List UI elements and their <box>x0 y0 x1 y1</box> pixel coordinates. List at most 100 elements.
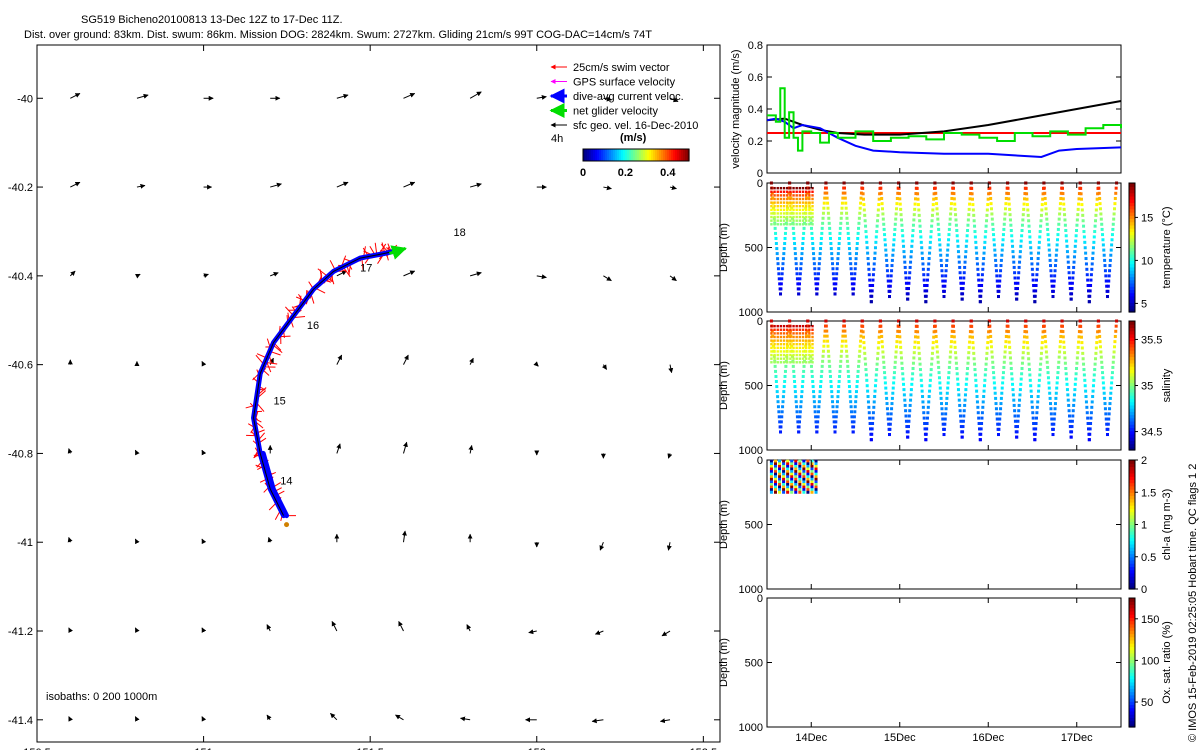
profile-point <box>992 371 996 375</box>
profile-point <box>964 250 968 254</box>
profile-point <box>808 344 812 348</box>
profile-point <box>863 357 867 361</box>
profile-point <box>1015 287 1019 291</box>
profile-point <box>811 201 814 204</box>
profile-point <box>808 212 811 215</box>
profile-point <box>1056 238 1060 242</box>
profile-point <box>846 226 850 230</box>
profile-point <box>1106 422 1110 426</box>
profile-point <box>853 272 857 276</box>
profile-point <box>1074 377 1078 381</box>
profile-point <box>843 186 847 190</box>
profile-point <box>1055 381 1059 385</box>
profile-point <box>770 191 774 195</box>
figure-title-line1: SG519 Bicheno20100813 13-Dec 12Z to 17-D… <box>81 14 343 26</box>
colorbar-cell <box>1129 192 1135 197</box>
profile-point <box>896 329 900 333</box>
profile-point <box>806 470 810 474</box>
profile-point <box>1039 219 1043 223</box>
colorbar-cell <box>1129 601 1135 606</box>
colorbar-cell <box>1129 353 1135 358</box>
profile-point <box>895 196 899 200</box>
profile-point <box>991 360 995 364</box>
profile-point <box>862 203 866 207</box>
profile-point <box>1025 341 1029 345</box>
profile-point <box>798 483 802 487</box>
profile-point <box>798 490 802 494</box>
legend-colorbar-cell <box>675 149 678 161</box>
profile-point <box>993 391 997 395</box>
profile-point <box>795 335 798 339</box>
colorbar-cell <box>1129 482 1135 487</box>
geo-velocity-vector <box>67 448 73 454</box>
profile-point <box>884 253 888 257</box>
profile-point <box>774 374 778 378</box>
profile-point <box>1088 289 1092 293</box>
profile-point <box>786 350 789 353</box>
profile-point <box>945 396 949 400</box>
profile-point <box>996 284 1000 288</box>
geo-velocity-vector <box>668 364 674 374</box>
profile-point <box>778 282 782 286</box>
profile-point <box>804 212 808 215</box>
profile-point <box>840 344 844 348</box>
profile-point <box>776 194 779 197</box>
profile-point <box>769 459 773 463</box>
profile-point <box>981 267 985 271</box>
profile-point <box>776 361 779 364</box>
profile-point <box>949 350 953 354</box>
profile-point <box>940 264 944 268</box>
profile-point <box>1027 357 1031 361</box>
profile-point <box>779 425 783 429</box>
profile-point <box>1084 257 1088 261</box>
profile-point <box>888 422 892 426</box>
profile-point <box>1027 230 1031 234</box>
profile-point <box>1061 197 1065 201</box>
profile-point <box>1002 365 1006 369</box>
profile-point <box>864 368 868 372</box>
profile-point <box>1037 384 1041 388</box>
profile-point <box>1110 381 1114 385</box>
profile-point <box>814 420 818 424</box>
profile-point <box>773 361 776 364</box>
profile-point <box>869 289 873 293</box>
geo-velocity-vector <box>469 271 482 277</box>
geo-velocity-vector <box>403 441 408 454</box>
profile-point <box>1066 255 1070 259</box>
profile-point <box>1107 279 1111 283</box>
time-xtick-label: 16Dec <box>972 732 1004 744</box>
profile-point <box>1089 283 1093 287</box>
profile-point <box>773 346 776 350</box>
profile-point <box>986 335 990 339</box>
profile-point <box>804 361 808 364</box>
profile-point <box>795 201 798 204</box>
profile-point <box>819 247 823 251</box>
colorbar-cell <box>1129 553 1135 558</box>
profile-point <box>1052 422 1056 426</box>
colorbar-cell <box>1129 375 1135 380</box>
legend-colorbar-tick-label: 0 <box>580 167 586 179</box>
legend-colorbar-cell <box>621 149 624 161</box>
profile-point <box>798 190 802 193</box>
profile-point <box>1086 278 1090 282</box>
profile-point <box>786 361 789 364</box>
profile-point <box>1058 207 1062 211</box>
profile-point <box>776 400 780 404</box>
profile-point <box>795 353 798 357</box>
profile-point <box>1097 186 1101 190</box>
profile-point <box>1098 207 1102 211</box>
profile-point <box>849 400 853 404</box>
profile-point <box>887 284 891 288</box>
profile-point <box>786 483 790 487</box>
profile-point <box>970 335 974 339</box>
colorbar-cell <box>1129 398 1135 403</box>
profile-point <box>1038 373 1042 377</box>
profile-point <box>1023 330 1027 334</box>
profile-point <box>1108 402 1112 406</box>
profile-point <box>936 360 940 364</box>
profile-point <box>775 385 779 389</box>
profile-point <box>773 197 776 201</box>
profile-point <box>855 380 859 384</box>
profile-point <box>1002 227 1006 231</box>
